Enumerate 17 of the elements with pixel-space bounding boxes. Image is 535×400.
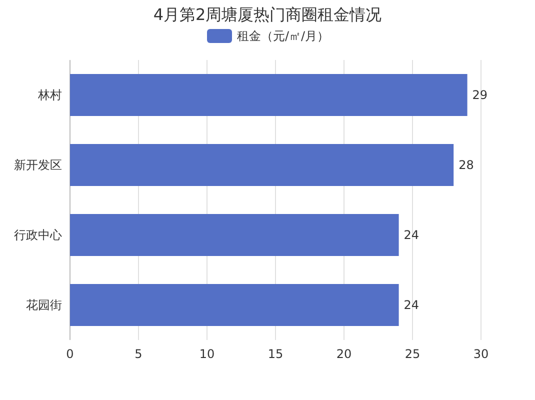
x-tick-label: 15 <box>268 347 284 361</box>
x-tick-label: 0 <box>66 347 74 361</box>
x-tick-label: 25 <box>404 347 420 361</box>
x-tick-label: 10 <box>199 347 215 361</box>
x-tick-label: 30 <box>473 347 489 361</box>
chart-title: 4月第2周塘厦热门商圈租金情况 <box>153 5 382 24</box>
data-label: 29 <box>472 88 488 102</box>
data-label: 24 <box>404 298 420 312</box>
y-tick-label: 林村 <box>37 88 62 102</box>
x-tick-label: 5 <box>134 347 142 361</box>
legend-label: 租金（元/㎡/月） <box>237 29 330 43</box>
data-label: 24 <box>404 228 420 242</box>
y-tick-label: 行政中心 <box>14 228 62 242</box>
y-tick-label: 新开发区 <box>14 158 62 172</box>
data-label: 28 <box>458 158 474 172</box>
x-tick-label: 20 <box>336 347 352 361</box>
y-tick-label: 花园街 <box>26 298 62 312</box>
